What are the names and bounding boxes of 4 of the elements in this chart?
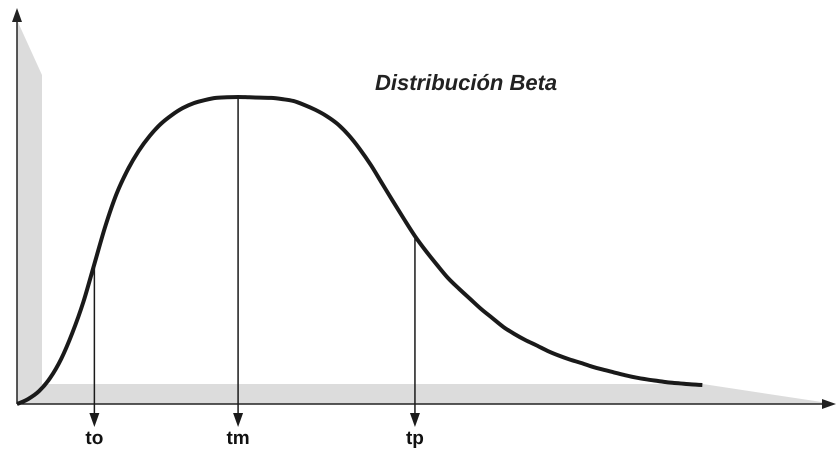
chart-title: Distribución Beta xyxy=(375,70,558,95)
x-tick-label: tp xyxy=(406,428,424,449)
x-tick-label: to xyxy=(85,428,104,449)
x-tick-label: tm xyxy=(226,428,250,449)
